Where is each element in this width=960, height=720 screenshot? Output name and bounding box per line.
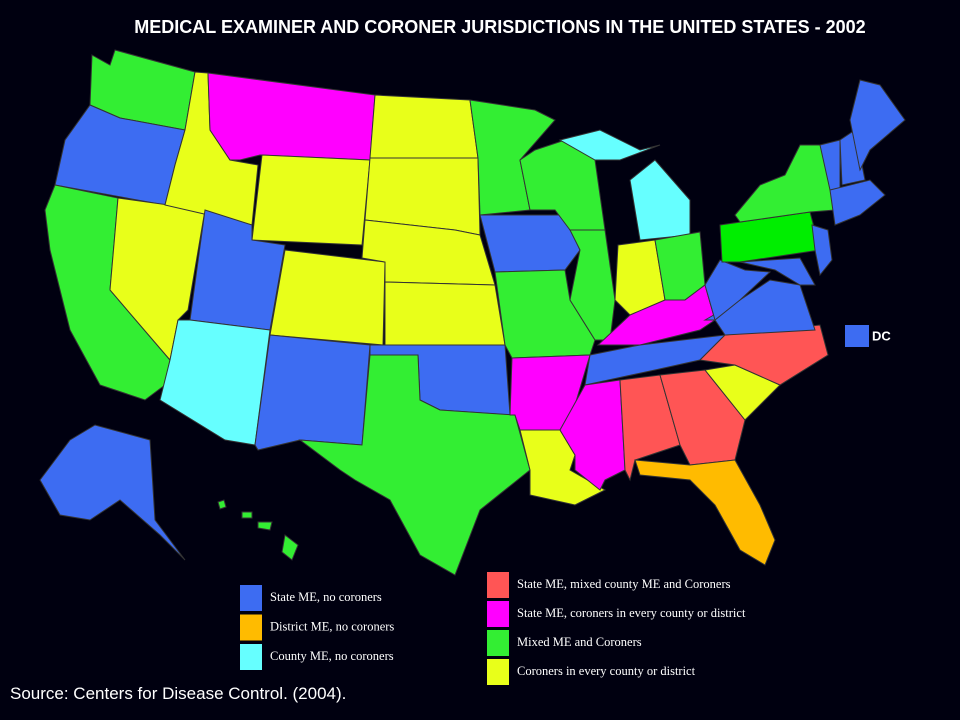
legend-label: Coroners in every county or district <box>517 664 696 678</box>
state <box>558 129 661 161</box>
state <box>811 224 833 277</box>
state <box>159 319 271 446</box>
legend-swatch <box>240 614 262 641</box>
dc-swatch <box>845 325 869 347</box>
map-title: MEDICAL EXAMINER AND CORONER JURISDICTIO… <box>134 17 866 37</box>
legend-swatch <box>487 659 509 685</box>
state <box>734 144 836 223</box>
legend-swatch <box>240 585 262 611</box>
state <box>634 459 776 566</box>
state <box>384 281 506 346</box>
legend-swatch <box>487 601 509 627</box>
state <box>217 499 227 510</box>
legend-label: Mixed ME and Coroners <box>517 635 642 649</box>
legend-label: State ME, no coroners <box>270 590 382 604</box>
legend: State ME, no coroners District ME, no cor… <box>240 572 746 685</box>
legend-swatch <box>240 644 262 670</box>
state <box>739 257 816 286</box>
state <box>629 159 691 241</box>
state <box>849 79 906 172</box>
legend-swatch <box>487 572 509 598</box>
legend-label: State ME, coroners in every county or di… <box>517 606 746 620</box>
state <box>494 269 596 359</box>
state <box>241 511 253 519</box>
state <box>39 424 186 561</box>
state <box>719 211 821 263</box>
state <box>829 179 886 226</box>
legend-label: County ME, no coroners <box>270 649 394 663</box>
source-note: Source: Centers for Disease Control. (20… <box>10 684 347 703</box>
state <box>703 279 816 336</box>
state <box>269 249 386 346</box>
state <box>839 129 866 186</box>
state <box>257 521 273 531</box>
state <box>207 72 376 161</box>
state <box>704 259 772 321</box>
state <box>369 94 479 159</box>
state <box>298 354 531 576</box>
state <box>251 154 371 246</box>
legend-swatch <box>487 630 509 656</box>
state <box>281 534 299 561</box>
legend-label: State ME, mixed county ME and Coroners <box>517 577 731 591</box>
state <box>254 334 371 451</box>
states: DC <box>39 49 906 576</box>
state <box>479 214 581 273</box>
legend-label: District ME, no coroners <box>270 619 394 633</box>
state <box>569 229 616 341</box>
dc-label: DC <box>872 328 891 343</box>
